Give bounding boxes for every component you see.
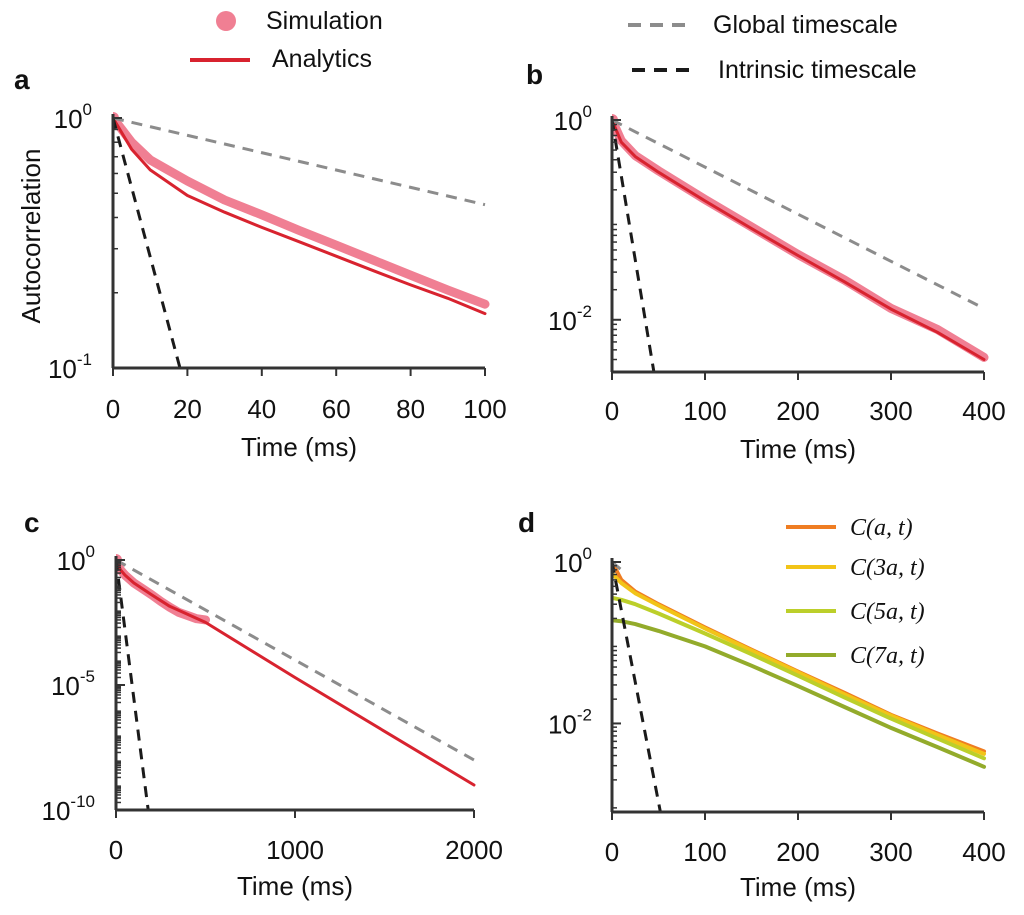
panel-c-series-global — [116, 558, 475, 762]
panel-d-legend: C(a, t) C(3a, t) C(5a, t) C(7a, t) — [786, 515, 925, 669]
panel-c-x-tick-label: 2000 — [445, 835, 503, 865]
panel-d-x-tick-label: 400 — [962, 837, 1005, 867]
panel-d-series-curve-3 — [612, 618, 986, 769]
panel-c-series-analytics — [116, 558, 476, 787]
panel-b-x-tick-label: 100 — [683, 396, 726, 426]
panel-a-x-tick-label: 100 — [463, 394, 506, 424]
panel-c-x-label: Time (ms) — [237, 871, 353, 901]
panel-a-x-label: Time (ms) — [241, 432, 357, 462]
panel-a-y-label: Autocorrelation — [16, 149, 46, 324]
panel-b-series-global — [612, 118, 985, 310]
panel-a-x-tick-label: 20 — [173, 394, 202, 424]
legend-d-label-0: C(a, t) — [850, 515, 913, 541]
panel-d-x-tick-label: 200 — [776, 837, 819, 867]
panel-a-x-tick-label: 60 — [322, 394, 351, 424]
panel-b-data — [612, 114, 989, 372]
panel-b-x-tick-label: 300 — [869, 396, 912, 426]
panel-d-series-intrinsic — [612, 561, 662, 812]
panel-a-y-tick-label: 100 — [54, 100, 92, 134]
panel-d-series-curve-1 — [612, 571, 986, 756]
panel-c-x-tick-label: 0 — [109, 835, 123, 865]
panel-b-y-tick-label: 10-2 — [548, 302, 592, 336]
legend-d-label-3: C(7a, t) — [850, 643, 925, 669]
panel-c-data — [116, 554, 476, 810]
panel-a-series-analytics — [113, 116, 487, 316]
panel-b-series-analytics — [612, 118, 986, 361]
panel-d-x-tick-label: 300 — [869, 837, 912, 867]
legend-d-label-2: C(5a, t) — [850, 599, 925, 625]
panel-b-y-tick-label: 100 — [554, 102, 592, 136]
panel-b: 0 100 200 300 400 10-2 100 Time (ms) — [548, 102, 1006, 464]
panel-a-y-tick-label: 10-1 — [48, 350, 92, 384]
panel-letter-a: a — [14, 64, 30, 95]
panel-a: 0 20 40 60 80 100 10-1 100 Time (ms) Autocorrelat… — [16, 100, 507, 462]
panel-letter-c: c — [24, 507, 40, 538]
panel-a-series-global — [113, 116, 486, 207]
panel-c-y-tick-label: 10-10 — [42, 792, 96, 826]
top-legend: Simulation Analytics Global timescale In… — [190, 7, 917, 84]
panel-c-x-tick-label: 1000 — [266, 835, 324, 865]
panel-a-data — [113, 112, 490, 368]
panel-d-series-curve-2 — [612, 595, 986, 761]
panel-a-x-tick-label: 0 — [106, 394, 120, 424]
panel-c-series-simulation — [116, 555, 210, 625]
panel-a-x-tick-label: 80 — [396, 394, 425, 424]
panel-d-x-label: Time (ms) — [740, 872, 856, 902]
panel-a-series-intrinsic — [113, 117, 182, 368]
panel-a-x-tick-label: 40 — [247, 394, 276, 424]
panel-b-series-intrinsic — [612, 119, 656, 372]
panel-c-series-intrinsic — [116, 559, 150, 810]
panel-c-y-tick-label: 100 — [57, 542, 95, 576]
panel-d-x-tick-label: 100 — [683, 837, 726, 867]
legend-analytics-label: Analytics — [272, 45, 372, 73]
legend-d-label-1: C(3a, t) — [850, 555, 925, 581]
panel-b-x-tick-label: 0 — [605, 396, 619, 426]
legend-simulation-marker — [216, 11, 236, 31]
legend-simulation-label: Simulation — [266, 7, 383, 35]
panel-b-series-simulation — [612, 115, 989, 362]
panel-b-x-tick-label: 400 — [962, 396, 1005, 426]
panel-letter-b: b — [526, 59, 543, 90]
panel-d-x-tick-label: 0 — [605, 837, 619, 867]
panel-b-x-label: Time (ms) — [740, 434, 856, 464]
panel-c: 0 1000 2000 10-10 10-5 100 Time (ms) — [42, 542, 503, 901]
panel-c-y-tick-label: 10-5 — [51, 667, 95, 701]
panel-d-y-tick-label: 10-2 — [548, 705, 592, 739]
panel-letter-d: d — [518, 507, 535, 538]
panel-d: 0 100 200 300 400 10-2 100 Time (ms) — [548, 544, 1006, 902]
legend-global-label: Global timescale — [713, 11, 898, 39]
legend-intrinsic-label: Intrinsic timescale — [718, 56, 917, 84]
panel-b-x-tick-label: 200 — [776, 396, 819, 426]
panel-d-y-tick-label: 100 — [554, 544, 592, 578]
panel-d-data — [612, 560, 986, 812]
panel-a-series-simulation — [113, 113, 490, 309]
